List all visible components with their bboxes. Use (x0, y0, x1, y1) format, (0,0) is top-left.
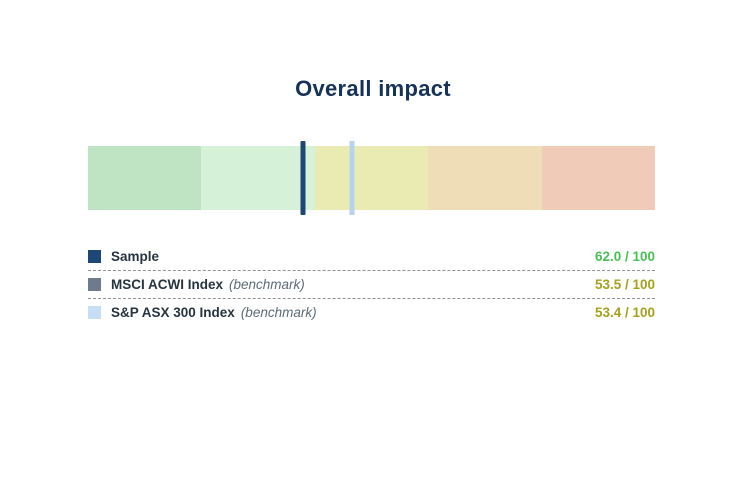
sample-swatch (88, 250, 101, 263)
legend-label-sample: Sample (111, 249, 160, 264)
scale-band-3 (314, 146, 429, 210)
legend-value-sample: 62.0 / 100 (594, 249, 655, 264)
impact-scale-bar (88, 141, 656, 215)
sample-marker (300, 141, 306, 215)
overall-impact-chart: Overall impact Sample 62.0 / 100 MSCI AC… (0, 76, 746, 326)
legend-value-msci: 53.5 / 100 (594, 277, 655, 292)
legend-row-sample: Sample 62.0 / 100 (88, 243, 655, 271)
legend-label-asx: S&P ASX 300 Index (111, 305, 235, 320)
scale-bands (88, 146, 656, 210)
scale-band-2 (201, 146, 315, 210)
msci-swatch (88, 278, 101, 291)
legend-qualifier-msci: (benchmark) (229, 277, 305, 292)
legend: Sample 62.0 / 100 MSCI ACWI Index (bench… (88, 243, 655, 326)
legend-qualifier-asx: (benchmark) (240, 305, 317, 320)
legend-row-msci: MSCI ACWI Index (benchmark) 53.5 / 100 (88, 271, 655, 299)
legend-row-asx: S&P ASX 300 Index (benchmark) 53.4 / 100 (88, 299, 655, 326)
asx-swatch (88, 306, 101, 319)
legend-value-asx: 53.4 / 100 (594, 305, 655, 320)
scale-band-4 (428, 146, 542, 210)
scale-band-5 (541, 146, 656, 210)
scale-band-1 (88, 146, 202, 210)
asx-benchmark-marker (349, 141, 355, 215)
legend-label-msci: MSCI ACWI Index (111, 277, 224, 292)
chart-title: Overall impact (295, 76, 451, 101)
